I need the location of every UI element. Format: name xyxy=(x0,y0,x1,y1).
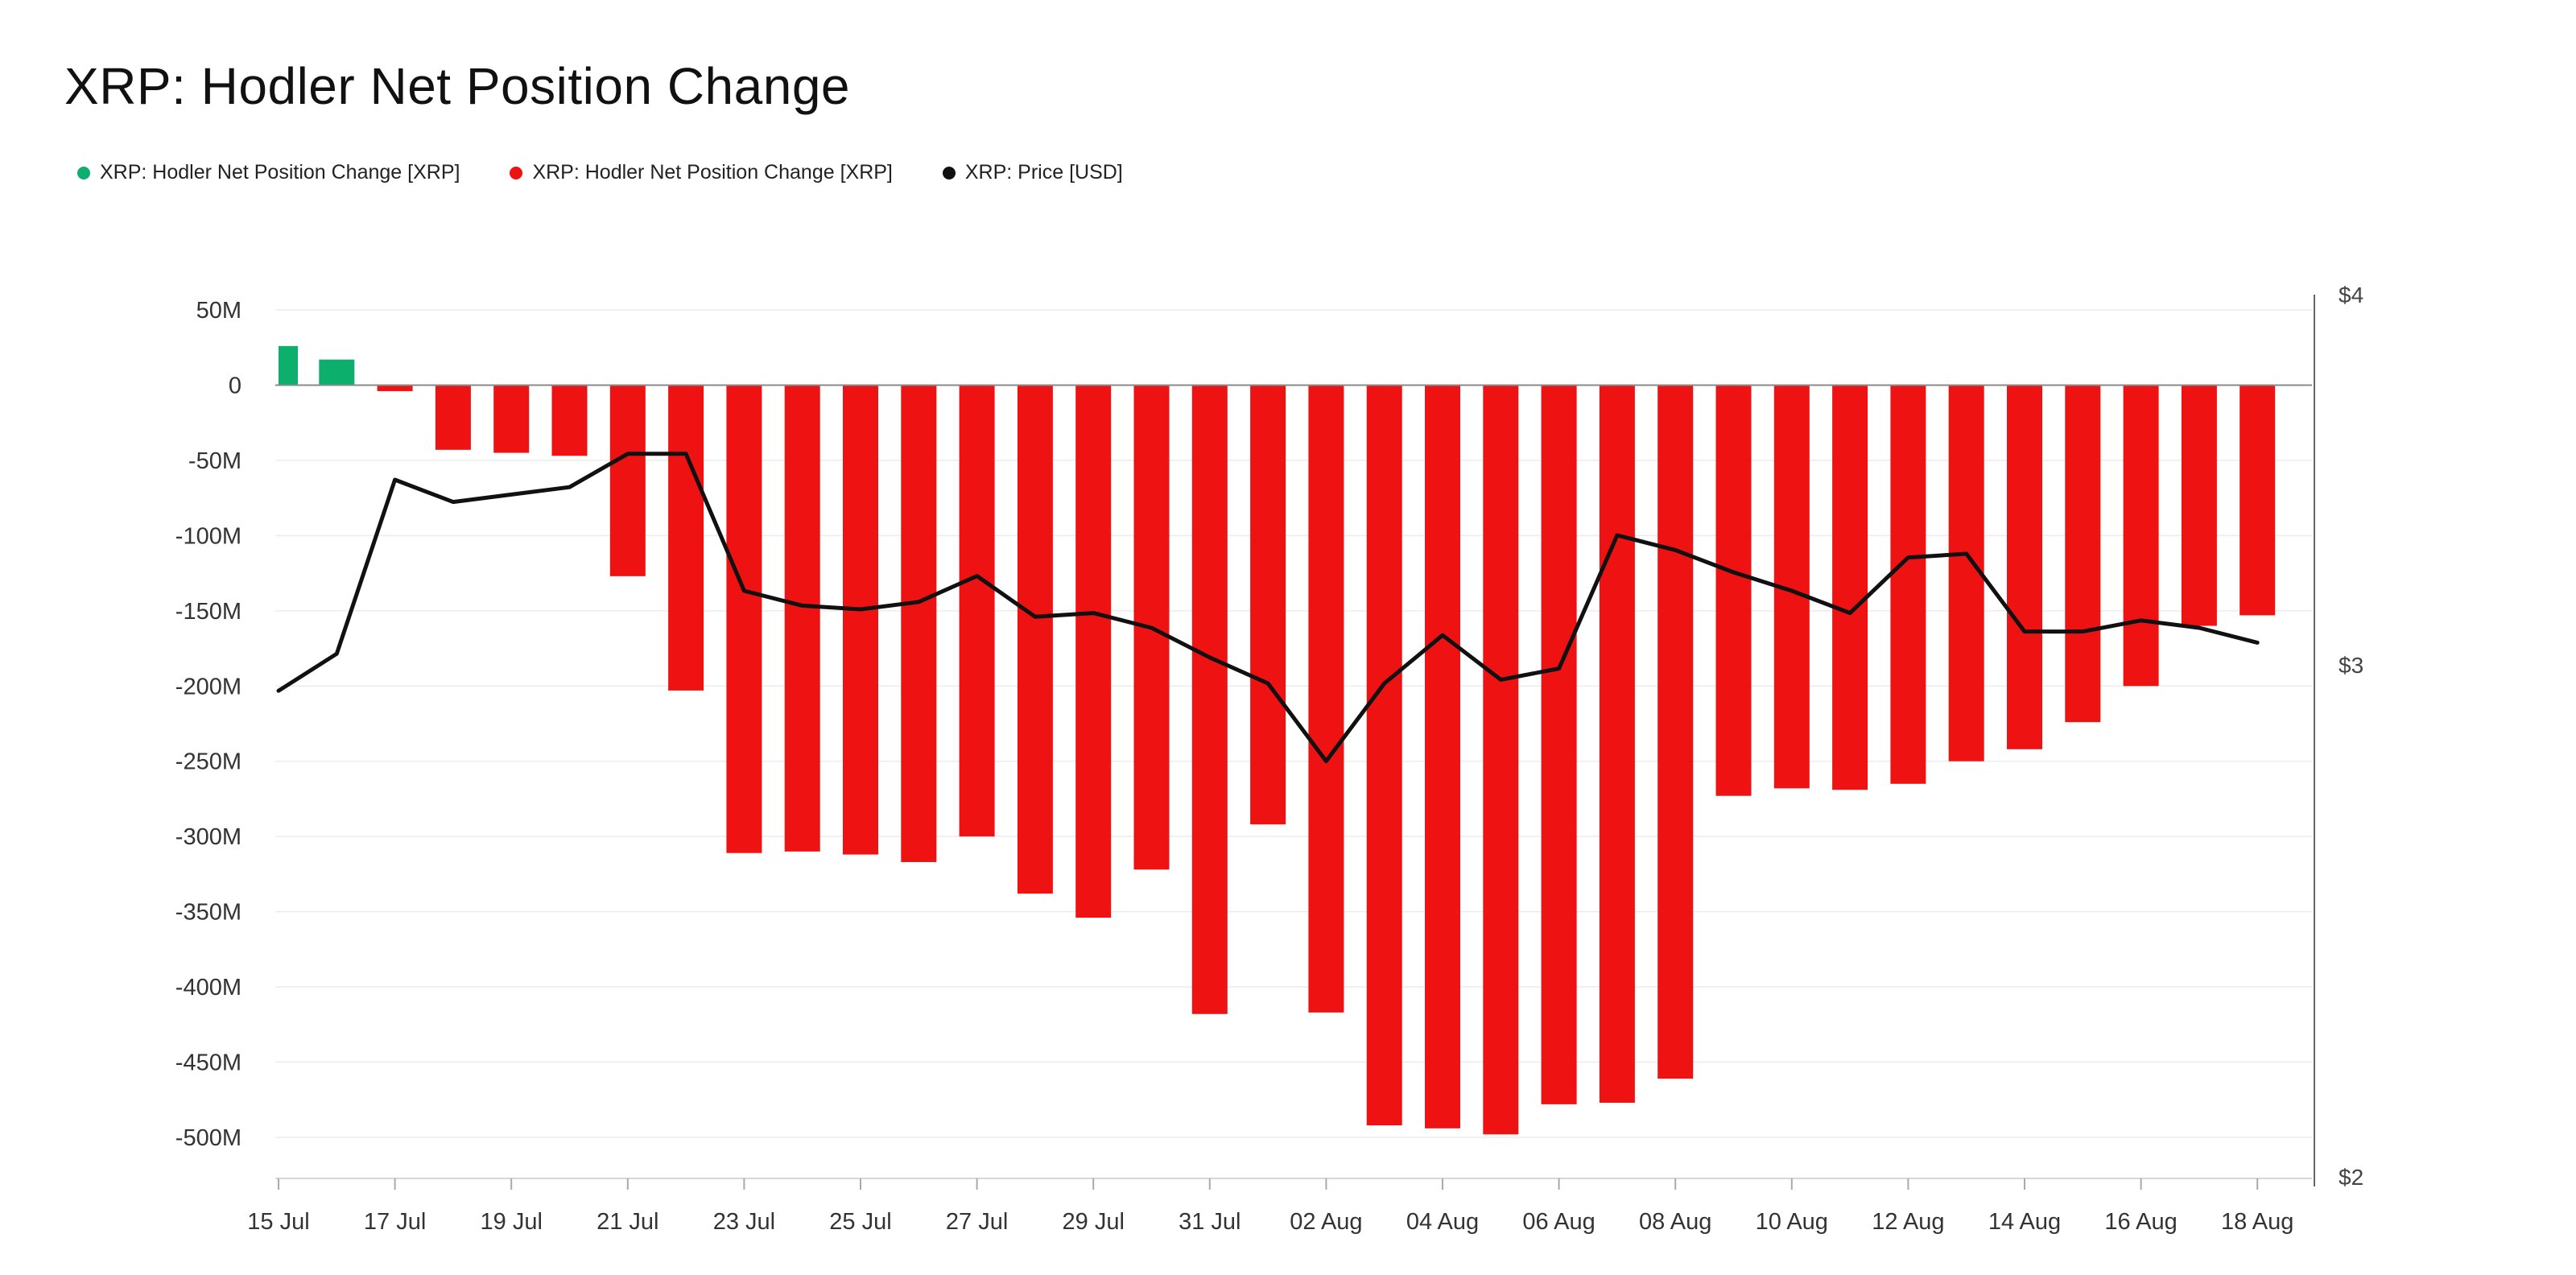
price-line[interactable] xyxy=(276,452,2260,764)
bar-26-jul[interactable] xyxy=(901,385,937,862)
bar-03-aug[interactable] xyxy=(1366,385,1402,1126)
bar-24-jul[interactable] xyxy=(784,385,820,852)
bar-01-aug[interactable] xyxy=(1250,385,1286,825)
legend-label-net-position-positive: XRP: Hodler Net Position Change [XRP] xyxy=(100,161,460,184)
bar-31-jul[interactable] xyxy=(1191,385,1228,1014)
y-left-tick-label: -100M xyxy=(175,523,242,549)
x-tick-label: 14 Aug xyxy=(1988,1209,2061,1235)
legend-item-price[interactable]: XRP: Price [USD] xyxy=(942,161,1123,184)
bar-02-aug[interactable] xyxy=(1308,385,1344,1013)
x-tick-label: 16 Aug xyxy=(2104,1209,2177,1235)
x-tick-label: 10 Aug xyxy=(1756,1209,1828,1235)
x-tick-label: 23 Jul xyxy=(713,1209,775,1235)
chart-title: XRP: Hodler Net Position Change xyxy=(64,57,850,115)
x-tick-label: 27 Jul xyxy=(946,1209,1008,1235)
bar-14-aug[interactable] xyxy=(2007,385,2042,749)
y-left-tick-label: -250M xyxy=(175,749,242,775)
bar-21-jul[interactable] xyxy=(609,385,646,576)
y-left-tick-label: 50M xyxy=(196,298,242,324)
y-left-tick-label: -400M xyxy=(175,975,242,1001)
y-left-tick-label: -500M xyxy=(175,1125,242,1151)
legend-label-price: XRP: Price [USD] xyxy=(964,161,1123,184)
x-tick-label: 25 Jul xyxy=(829,1209,891,1235)
legend-label-net-position-negative: XRP: Hodler Net Position Change [XRP] xyxy=(532,161,893,184)
bar-15-aug[interactable] xyxy=(2065,385,2101,723)
bar-11-aug[interactable] xyxy=(1832,385,1868,790)
y-right-tick-label: $3 xyxy=(2339,653,2363,678)
x-tick-label: 21 Jul xyxy=(597,1209,658,1235)
x-tick-label: 02 Aug xyxy=(1290,1209,1362,1235)
bar-27-jul[interactable] xyxy=(959,385,995,837)
bar-layer xyxy=(279,345,2276,1135)
legend-swatch-black xyxy=(942,166,956,179)
bar-08-aug[interactable] xyxy=(1657,385,1694,1079)
bar-06-aug[interactable] xyxy=(1541,385,1577,1104)
x-tick-label: 08 Aug xyxy=(1639,1209,1711,1235)
bar-16-jul[interactable] xyxy=(319,359,355,386)
bar-23-jul[interactable] xyxy=(726,385,762,853)
label-layer: 50M 0 -50M -100M -150M -200M -250M -300M -350M -4… xyxy=(175,283,2363,1235)
bar-17-aug[interactable] xyxy=(2181,385,2217,626)
bar-18-jul[interactable] xyxy=(435,385,471,450)
bar-09-aug[interactable] xyxy=(1715,385,1752,796)
legend-swatch-red xyxy=(510,166,523,179)
bar-07-aug[interactable] xyxy=(1599,385,1635,1104)
bar-28-jul[interactable] xyxy=(1017,385,1053,894)
bar-04-aug[interactable] xyxy=(1425,385,1460,1129)
x-tick-label: 19 Jul xyxy=(481,1209,543,1235)
y-left-tick-label: -200M xyxy=(175,674,242,699)
x-tick-label: 12 Aug xyxy=(1872,1209,1944,1235)
bar-18-aug[interactable] xyxy=(2240,385,2276,616)
bar-05-aug[interactable] xyxy=(1483,385,1519,1135)
bar-13-aug[interactable] xyxy=(1948,385,1984,761)
bar-22-jul[interactable] xyxy=(668,385,704,691)
bar-29-jul[interactable] xyxy=(1075,385,1112,918)
legend-item-net-position-negative[interactable]: XRP: Hodler Net Position Change [XRP] xyxy=(510,161,893,184)
bar-19-jul[interactable] xyxy=(493,385,530,453)
y-right-tick-label: $2 xyxy=(2339,1165,2363,1190)
x-tick-label: 29 Jul xyxy=(1063,1209,1125,1235)
y-right-tick-label: $4 xyxy=(2339,283,2363,307)
y-left-tick-label: -50M xyxy=(188,448,242,474)
bar-12-aug[interactable] xyxy=(1890,385,1926,784)
x-tick-label: 15 Jul xyxy=(247,1209,309,1235)
bar-16-aug[interactable] xyxy=(2123,385,2159,687)
bar-25-jul[interactable] xyxy=(843,385,878,855)
y-left-tick-label: -450M xyxy=(175,1050,242,1076)
bar-15-jul[interactable] xyxy=(279,345,298,386)
x-tick-label: 31 Jul xyxy=(1179,1209,1241,1235)
x-tick-label: 17 Jul xyxy=(364,1209,426,1235)
x-tick-label: 18 Aug xyxy=(2221,1209,2293,1235)
x-tick-label: 04 Aug xyxy=(1406,1209,1479,1235)
line-layer xyxy=(276,452,2260,764)
x-tick-label: 06 Aug xyxy=(1522,1209,1595,1235)
legend-item-net-position-positive[interactable]: XRP: Hodler Net Position Change [XRP] xyxy=(77,161,460,184)
bar-20-jul[interactable] xyxy=(551,385,588,456)
legend: XRP: Hodler Net Position Change [XRP] XR… xyxy=(77,161,1173,184)
legend-swatch-green xyxy=(77,166,90,179)
y-left-tick-label: -300M xyxy=(175,824,242,850)
y-left-tick-label: -150M xyxy=(175,599,242,625)
axis-layer xyxy=(275,295,2315,1190)
y-left-tick-label: -350M xyxy=(175,900,242,926)
bar-17-jul[interactable] xyxy=(377,385,413,391)
y-left-tick-label: 0 xyxy=(229,373,242,398)
